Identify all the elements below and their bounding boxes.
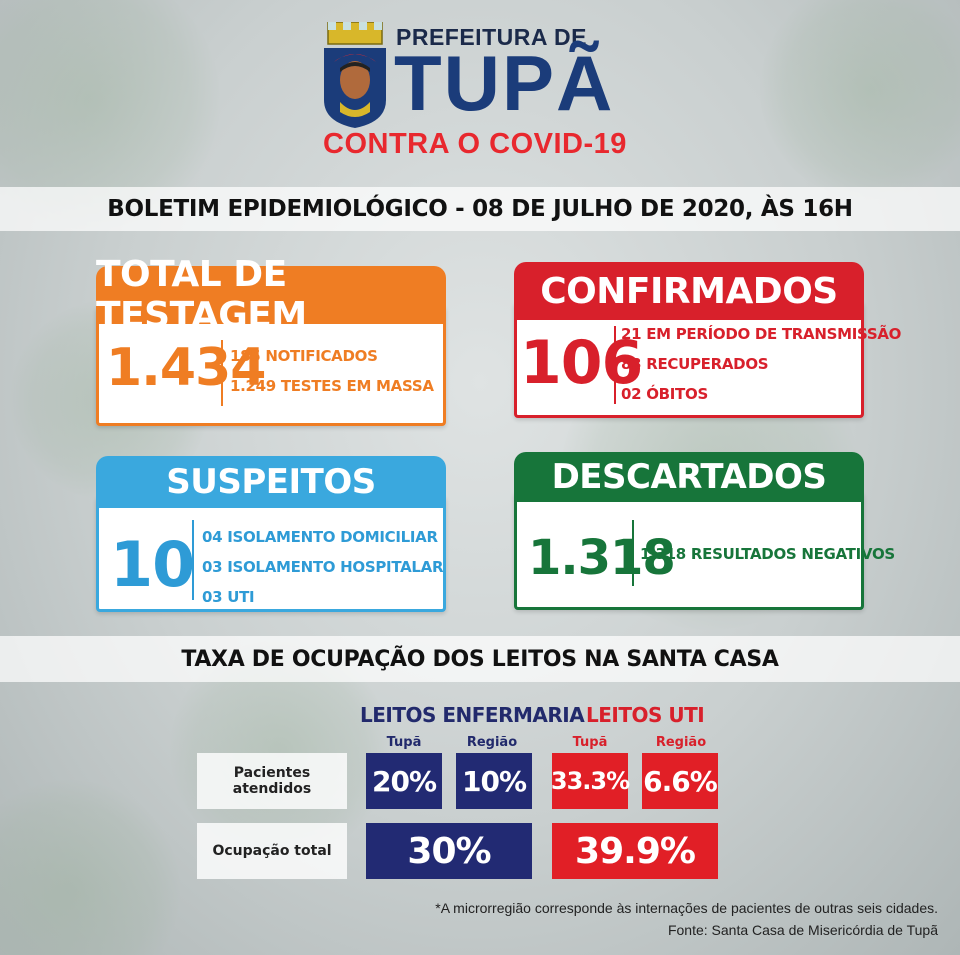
card-title: TOTAL DE TESTAGEM (96, 254, 446, 336)
detail-line: 185 NOTIFICADOS (230, 347, 378, 365)
bulletin-title: BOLETIM EPIDEMIOLÓGICO - 08 DE JULHO DE … (0, 187, 960, 231)
detail-line: 02 ÓBITOS (621, 385, 708, 403)
cell-pacientes-uti-regiao: 6.6% (642, 753, 718, 809)
cell-ocupacao-uti-total: 39.9% (552, 823, 718, 879)
card-divider (632, 520, 634, 586)
source-note: Fonte: Santa Casa de Misericórdia de Tup… (667, 922, 938, 938)
card-descartados: DESCARTADOS 1.318 1.318 RESULTADOS NEGAT… (514, 452, 895, 610)
card-title: DESCARTADOS (514, 452, 864, 502)
col-enf-regiao: Região (466, 735, 518, 750)
col-enf-tupa: Tupã (386, 735, 422, 750)
card-divider (192, 520, 194, 600)
card-suspeitos: SUSPEITOS 10 04 ISOLAMENTO DOMICILIAR 03… (96, 456, 446, 612)
cell-ocupacao-enf-total: 30% (366, 823, 532, 879)
card-value: 1.434 (106, 338, 266, 398)
card-total-testagem: TOTAL DE TESTAGEM 1.434 185 NOTIFICADOS … (96, 254, 446, 426)
row-label-line: Pacientes (233, 765, 311, 781)
card-divider (221, 340, 223, 406)
city-name: TUPÃ (394, 39, 615, 127)
card-details: 04 ISOLAMENTO DOMICILIAR 03 ISOLAMENTO H… (202, 522, 444, 612)
card-body (514, 492, 864, 610)
card-title: CONFIRMADOS (514, 262, 864, 320)
col-uti-tupa: Tupã (572, 735, 608, 750)
card-divider (614, 326, 616, 404)
col-uti-regiao: Região (655, 735, 707, 750)
row-label-line: atendidos (232, 781, 312, 797)
detail-line: 04 ISOLAMENTO DOMICILIAR (202, 528, 438, 546)
virus-decoration (760, 0, 960, 200)
group-leitos-enfermaria: LEITOS ENFERMARIA (360, 703, 585, 727)
coat-of-arms-icon (324, 22, 386, 128)
card-body (96, 496, 446, 612)
detail-line: 03 ISOLAMENTO HOSPITALAR (202, 558, 444, 576)
prefeitura-label: PREFEITURA DE (396, 24, 587, 50)
detail-line: 03 UTI (202, 588, 255, 606)
row-label-pacientes: Pacientes atendidos (197, 753, 347, 809)
detail-line: 1.318 RESULTADOS NEGATIVOS (640, 545, 895, 563)
detail-line: 1.249 TESTES EM MASSA (230, 377, 434, 395)
detail-line: 83 RECUPERADOS (621, 355, 769, 373)
cell-pacientes-uti-tupa: 33.3% (551, 753, 630, 809)
campaign-tagline: CONTRA O COVID-19 (323, 128, 627, 160)
group-leitos-uti: LEITOS UTI (586, 703, 705, 727)
card-title: SUSPEITOS (96, 456, 446, 508)
cell-pacientes-enf-regiao: 10% (456, 753, 532, 809)
virus-decoration (0, 780, 180, 955)
card-body (514, 302, 864, 418)
detail-line: 21 EM PERÍODO DE TRANSMISSÃO (621, 325, 902, 343)
card-body (96, 306, 446, 426)
card-confirmados: CONFIRMADOS 106 21 EM PERÍODO DE TRANSMI… (514, 262, 901, 418)
card-value: 1.318 (528, 530, 676, 586)
card-details: 21 EM PERÍODO DE TRANSMISSÃO 83 RECUPERA… (621, 319, 901, 409)
card-details: 1.318 RESULTADOS NEGATIVOS (640, 539, 895, 569)
footnote: *A microrregião corresponde às internaçõ… (435, 900, 938, 916)
card-details: 185 NOTIFICADOS 1.249 TESTES EM MASSA (230, 341, 434, 401)
card-value: 106 (520, 328, 643, 398)
row-label-ocupacao: Ocupação total (197, 823, 347, 879)
card-value: 10 (110, 528, 195, 601)
cell-pacientes-enf-tupa: 20% (366, 753, 442, 809)
header-logo: PREFEITURA DE TUPÃ CONTRA O COVID-19 (320, 10, 650, 160)
occupancy-title: TAXA DE OCUPAÇÃO DOS LEITOS NA SANTA CAS… (0, 636, 960, 682)
